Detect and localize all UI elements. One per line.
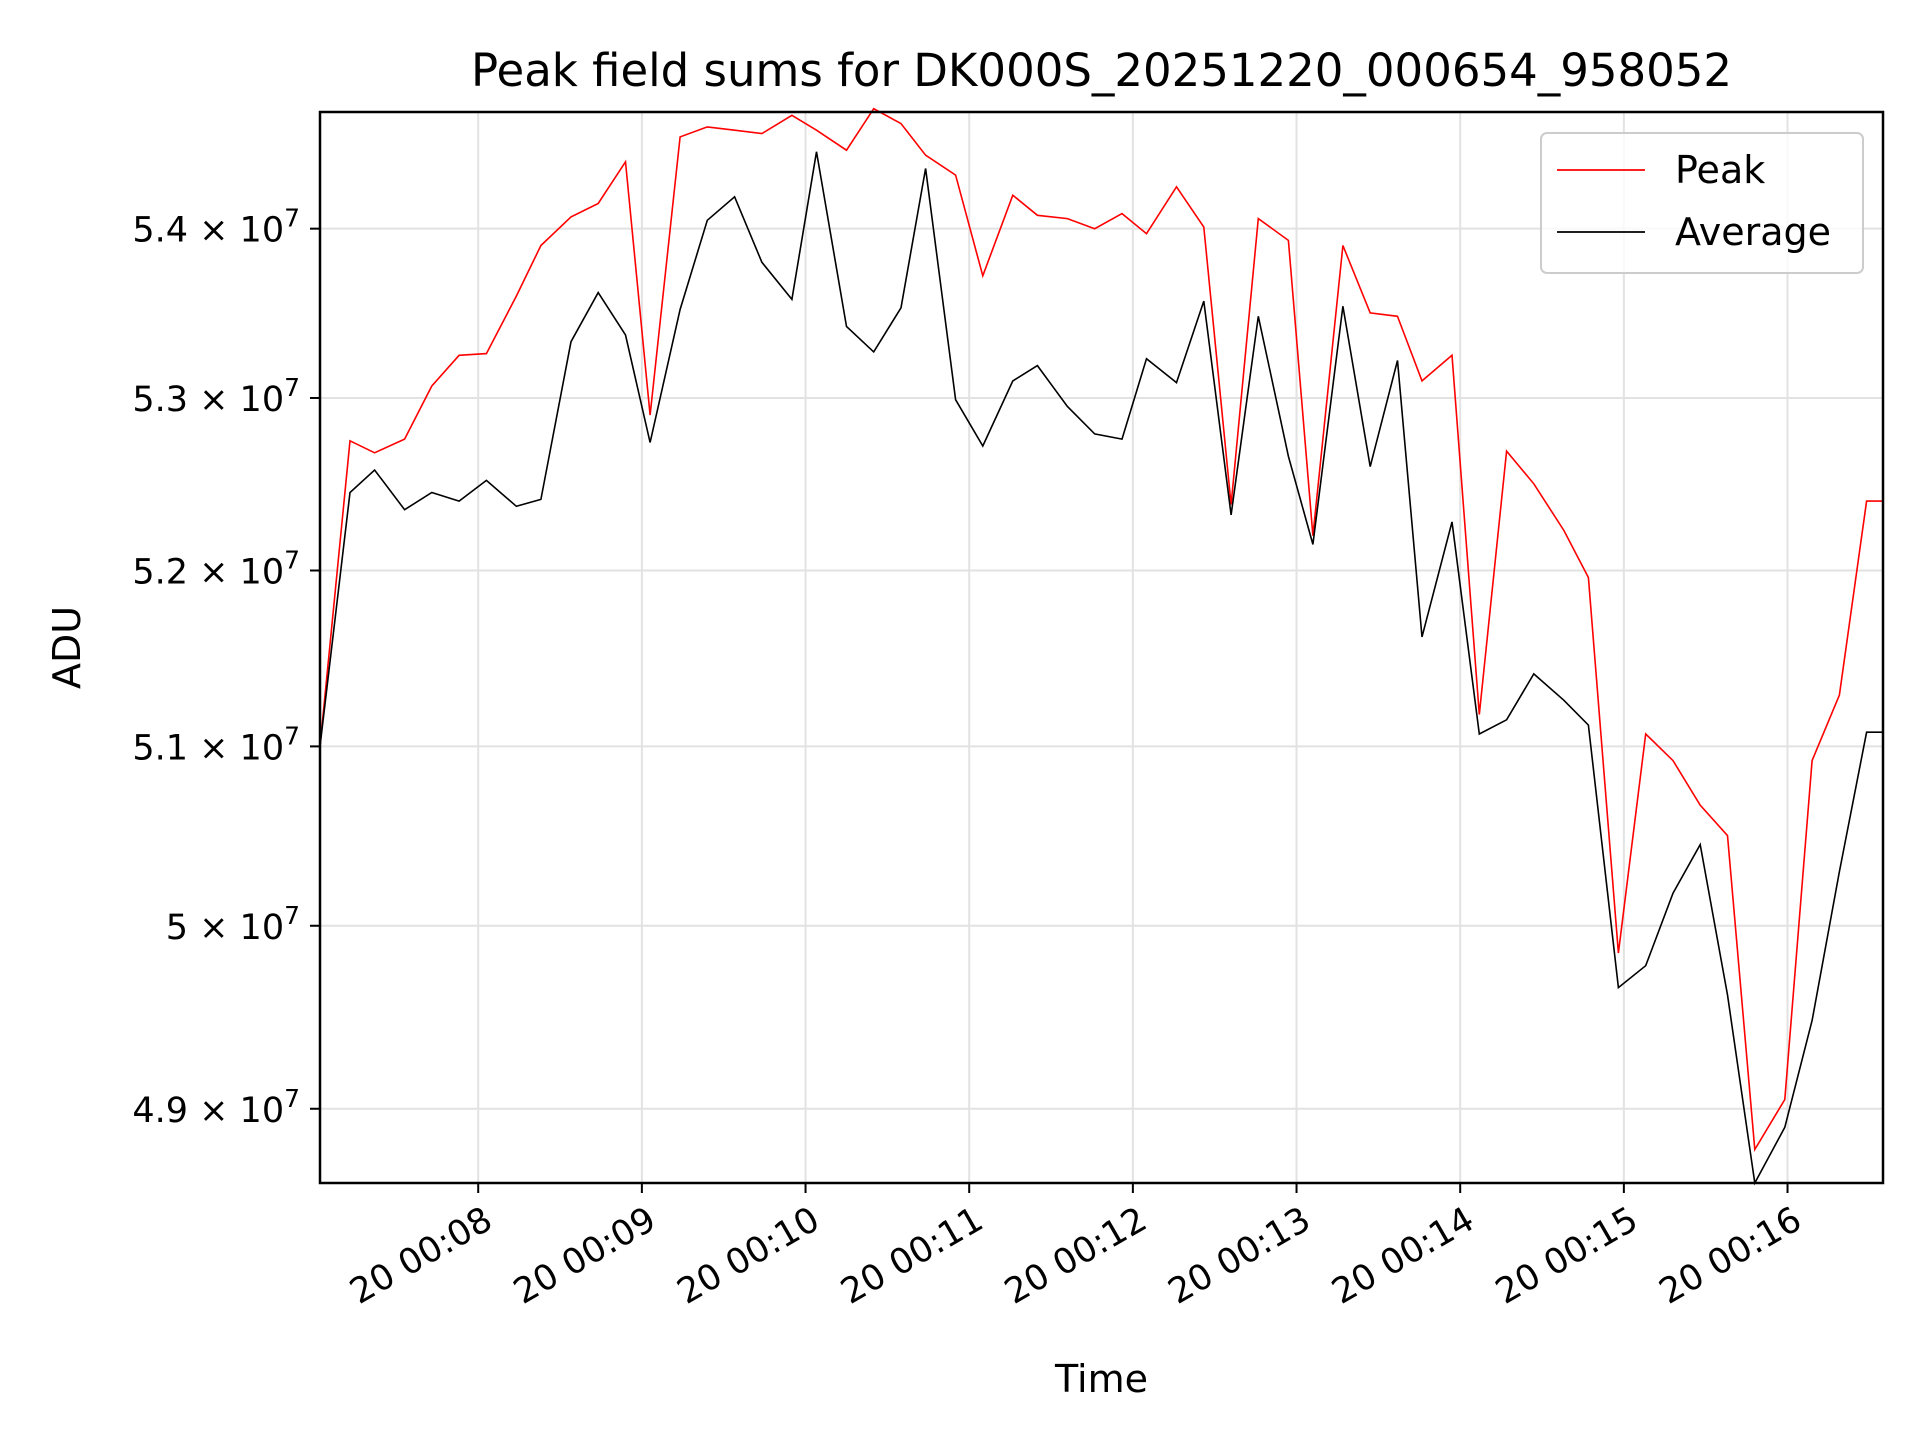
- y-tick-label: 5.4 × 107: [132, 204, 300, 251]
- y-tick-label: 5.1 × 107: [132, 721, 300, 768]
- y-tick-label: 5.2 × 107: [132, 546, 300, 593]
- y-tick-label: 5.3 × 107: [132, 373, 300, 420]
- legend-box: [1540, 132, 1864, 274]
- legend-label-average: Average: [1675, 210, 1831, 254]
- y-axis-label: ADU: [45, 606, 89, 689]
- series-lines: [319, 107, 1883, 1186]
- legend: Peak Average: [1540, 132, 1864, 274]
- chart-title: Peak field sums for DK000S_20251220_0006…: [471, 44, 1732, 97]
- y-tick-label: 5 × 107: [166, 901, 300, 948]
- series-line-average: [319, 151, 1883, 1186]
- legend-label-peak: Peak: [1675, 148, 1765, 192]
- plot-frame: [318, 110, 1885, 1185]
- x-axis-label: Time: [1054, 1357, 1148, 1401]
- series-line-peak: [319, 107, 1883, 1153]
- y-tick-label: 4.9 × 107: [132, 1084, 300, 1131]
